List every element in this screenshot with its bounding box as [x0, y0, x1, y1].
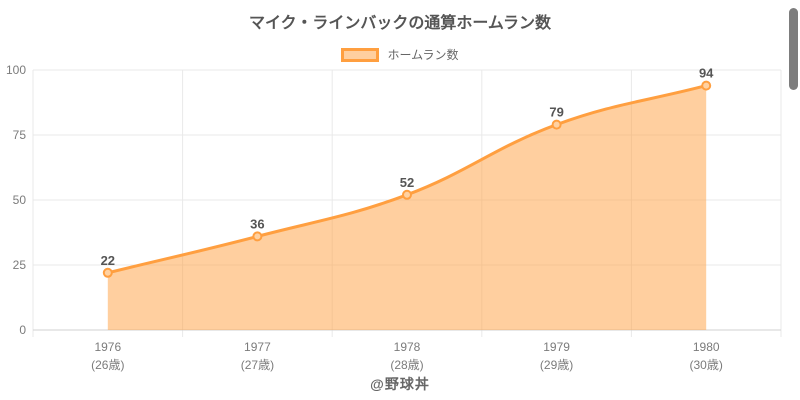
- data-point-label: 94: [699, 66, 714, 81]
- data-point[interactable]: [402, 189, 412, 200]
- x-tick-label: 1976: [94, 340, 121, 354]
- x-tick-sublabel: (26歳): [91, 358, 124, 372]
- data-point-label: 22: [101, 253, 115, 268]
- y-tick-label: 25: [13, 258, 27, 272]
- x-tick-sublabel: (29歳): [540, 358, 573, 372]
- legend-label: ホームラン数: [387, 48, 459, 62]
- footer-credit: @野球丼: [370, 376, 430, 392]
- chart-title: マイク・ラインバックの通算ホームラン数: [248, 15, 552, 32]
- x-tick-label: 1979: [543, 340, 570, 354]
- scrollbar-thumb[interactable]: [789, 8, 798, 90]
- data-point[interactable]: [102, 267, 113, 278]
- y-tick-label: 0: [19, 323, 26, 337]
- x-tick-sublabel: (28歳): [390, 358, 423, 372]
- data-point[interactable]: [701, 80, 712, 91]
- y-tick-label: 100: [6, 63, 26, 77]
- data-point-label: 36: [250, 216, 264, 231]
- x-tick-sublabel: (30歳): [690, 358, 723, 372]
- area-fill: [107, 85, 707, 330]
- legend-swatch: [341, 48, 380, 62]
- data-point[interactable]: [252, 231, 263, 242]
- x-tick-label: 1980: [693, 340, 720, 354]
- x-tick-label: 1977: [244, 340, 271, 354]
- y-tick-label: 75: [13, 128, 27, 142]
- data-point-label: 79: [549, 105, 563, 120]
- data-point[interactable]: [551, 119, 562, 130]
- data-point-label: 52: [400, 175, 414, 190]
- x-tick-sublabel: (27歳): [241, 358, 274, 372]
- y-tick-label: 50: [13, 193, 27, 207]
- x-tick-label: 1978: [394, 340, 421, 354]
- legend-homeruns[interactable]: ホームラン数: [0, 48, 800, 62]
